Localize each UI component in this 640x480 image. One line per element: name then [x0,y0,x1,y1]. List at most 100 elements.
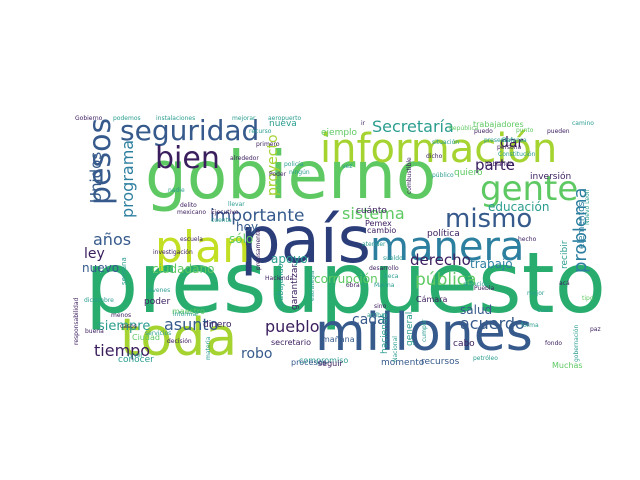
cloud-word: menos [111,312,131,319]
cloud-word: atención [463,281,489,288]
cloud-word: Nacional [392,336,399,362]
cloud-word: maestro [172,307,205,316]
cloud-word: bien [155,141,220,176]
cloud-word: nadie [168,187,185,194]
cloud-word: jóvenes [146,287,170,294]
cloud-word: Ejecutivo [211,209,239,216]
cloud-word: arriba [367,312,385,319]
cloud-word: gobernación [573,325,580,362]
cloud-word: mejor [527,290,545,297]
cloud-word: Ciudad [132,333,160,342]
cloud-word: siempre [98,319,150,334]
cloud-word: responsabilidad [73,297,80,345]
cloud-word: importante [210,206,304,226]
cloud-word: trabajo [470,257,513,271]
cloud-word: apoyo [271,252,308,266]
cloud-word: proyecto [265,134,281,196]
cloud-word: instalaciones [156,115,195,122]
cloud-word: recurso [249,128,272,135]
cloud-word: Defensa [502,137,527,144]
cloud-word: situación [432,139,459,146]
cloud-word: conocer [118,355,154,365]
cloud-word: Poder [269,171,287,178]
cloud-word: ir [361,120,366,127]
cloud-word: servicios [145,330,171,337]
cloud-word: escuela [180,236,203,243]
cloud-word: informar [173,311,199,318]
cloud-word: procesos [291,358,327,367]
cloud-word: ningún [289,169,310,176]
cloud-word: cambio [367,226,396,235]
cloud-word: mañana [322,335,355,344]
cloud-word: pueblo [265,317,320,336]
cloud-word: gobierno [145,137,436,214]
cloud-word: inversión [530,171,571,182]
cloud-word: estrategia [309,270,316,301]
cloud-word: dicho [426,153,443,160]
cloud-word: hecho [518,236,537,243]
cloud-word: cuánto [356,206,387,216]
cloud-word: Secretaría [372,117,454,136]
cloud-word: problema [570,187,591,273]
cloud-word: años [93,230,131,249]
cloud-word: presentar [484,137,513,144]
cloud-word: recibir [560,240,570,269]
cloud-word: persona [497,144,522,151]
cloud-word: garantizar [290,264,300,310]
cloud-word: parte [475,156,515,174]
cloud-word: política [427,229,460,239]
cloud-word: millones [315,303,533,363]
cloud-word: acuerdo [460,314,525,333]
cloud-word: hablando [485,161,513,168]
cloud-word: beca [384,273,399,280]
cloud-word: podemos [113,115,141,122]
cloud-word: Hacienda [265,275,293,282]
cloud-word: programa [118,140,137,218]
cloud-word: investigación [153,249,193,256]
cloud-word: país [240,204,371,278]
cloud-word: dinero [203,320,232,330]
cloud-word: ciudadano [152,262,214,276]
cloud-word: ley [84,246,105,262]
cloud-word: semana [120,257,128,285]
cloud-word: camino [572,120,594,127]
cloud-word: mexicano [177,209,206,216]
cloud-word: hoy [236,220,258,234]
cloud-word: nueva [269,119,297,129]
cloud-word: petróleo [473,355,498,362]
cloud-word: alrededor [230,155,259,162]
cloud-word: materia [205,336,212,360]
cloud-word: plan [155,222,250,273]
cloud-word: poder [144,297,170,307]
cloud-word: haciendo [380,312,390,354]
cloud-word: cumplir [421,319,428,342]
cloud-word: momento [381,358,425,368]
cloud-word: información [320,126,557,172]
cloud-word: atender [362,241,386,248]
cloud-word: casos [120,323,137,330]
cloud-word: nuevo [82,261,119,275]
cloud-word: pública [415,270,477,290]
cloud-word: delito [180,202,197,209]
cloud-word: Gobierno [75,115,103,122]
cloud-word: público [432,172,454,179]
cloud-word: sistema [342,204,405,223]
cloud-word: Constitución [498,151,536,158]
cloud-word: trabajando [276,263,285,307]
cloud-word: trabajadores [473,120,524,129]
cloud-word: combustible [406,157,413,194]
cloud-word: derecho [410,251,471,269]
cloud-word: buena [85,328,104,335]
cloud-word: sólo [229,232,253,246]
cloud-word: seguir [318,359,343,368]
cloud-word: cada [352,312,386,328]
cloud-word: diciembre [84,297,114,304]
cloud-word: sueldo [383,255,403,262]
cloud-word: toda [120,308,237,368]
cloud-word: tiempo [94,341,150,360]
cloud-word: decisión [167,338,192,345]
cloud-word: mejorar [232,115,256,122]
cloud-word: Cámara [416,295,447,304]
